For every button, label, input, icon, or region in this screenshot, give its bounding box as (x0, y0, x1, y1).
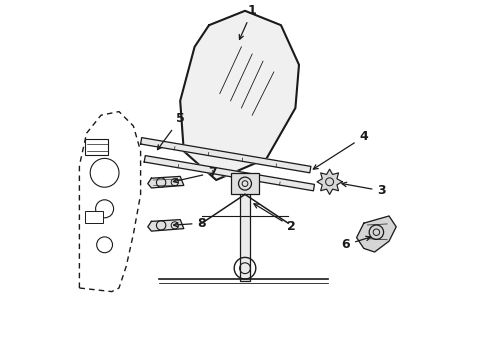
Polygon shape (144, 156, 315, 191)
Text: 5: 5 (157, 112, 185, 150)
Polygon shape (357, 216, 396, 252)
Polygon shape (148, 220, 184, 231)
Text: 4: 4 (313, 130, 368, 169)
Polygon shape (148, 176, 184, 188)
Text: 1: 1 (239, 4, 257, 39)
Text: 8: 8 (173, 217, 206, 230)
Polygon shape (317, 169, 342, 194)
Text: 6: 6 (342, 236, 370, 251)
Text: 7: 7 (173, 166, 217, 183)
Polygon shape (180, 11, 299, 180)
FancyBboxPatch shape (85, 139, 108, 155)
Text: 3: 3 (342, 182, 386, 197)
Text: 2: 2 (254, 204, 296, 233)
FancyBboxPatch shape (231, 173, 259, 194)
Polygon shape (141, 138, 311, 173)
FancyBboxPatch shape (85, 211, 103, 223)
FancyBboxPatch shape (240, 180, 250, 281)
